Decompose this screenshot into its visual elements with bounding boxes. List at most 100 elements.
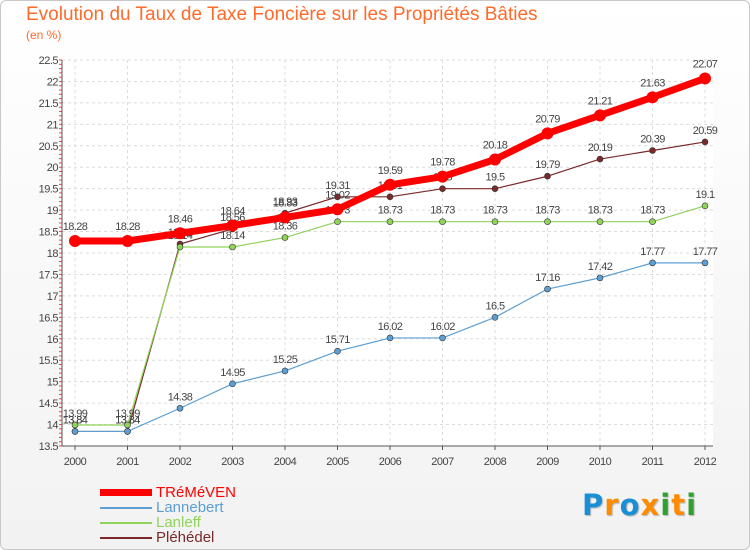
data-point-lanleff xyxy=(544,218,551,225)
legend-label-lanleff: Lanleff xyxy=(156,514,201,531)
logo-letter: x xyxy=(640,488,661,522)
y-tick-label: 18 xyxy=(47,248,59,260)
data-point-lannebert xyxy=(439,334,446,342)
y-tick-label: 20.5 xyxy=(39,141,59,153)
y-tick-label: 17 xyxy=(47,291,59,303)
data-label-lannebert: 15.71 xyxy=(325,334,350,346)
data-point-tremeven xyxy=(69,234,81,247)
data-label-lanleff: 18.73 xyxy=(588,205,613,217)
y-tick-label: 14 xyxy=(47,420,59,432)
chart-subtitle: (en %) xyxy=(26,28,62,42)
data-point-lannebert xyxy=(176,404,184,412)
legend-item-plehedel[interactable]: Pléhédel xyxy=(100,529,320,546)
data-label-lanleff: 18.73 xyxy=(483,205,508,217)
data-point-lannebert xyxy=(334,347,341,355)
data-label-lannebert: 16.02 xyxy=(430,321,455,333)
data-label-lanleff: 13.99 xyxy=(63,408,88,420)
logo-letter: P xyxy=(582,488,605,522)
legend-item-lannebert[interactable]: Lannebert xyxy=(100,499,320,516)
data-point-lanleff xyxy=(229,243,236,251)
data-point-tremeven xyxy=(121,234,134,247)
data-label-lanleff: 18.73 xyxy=(430,205,455,217)
data-label-lannebert: 13.84 xyxy=(63,414,88,426)
data-point-lanleff xyxy=(176,243,184,251)
data-label-lannebert: 17.42 xyxy=(588,261,613,273)
data-point-tremeven xyxy=(489,153,501,166)
data-point-lannebert xyxy=(71,428,79,435)
legend-swatch-tremeven xyxy=(100,489,152,496)
data-label-plehedel: 18.93 xyxy=(273,196,298,208)
data-point-lannebert xyxy=(491,314,499,321)
data-label-lannebert: 17.77 xyxy=(640,246,665,258)
y-tick-label: 16 xyxy=(47,334,59,346)
legend-label-lannebert: Lannebert xyxy=(156,499,224,516)
data-point-tremeven xyxy=(384,178,396,191)
x-tick-label: 2009 xyxy=(536,456,559,468)
data-point-lanleff xyxy=(439,218,446,225)
data-label-tremeven: 18.46 xyxy=(168,213,193,225)
data-label-plehedel: 13.84 xyxy=(63,414,88,426)
data-point-plehedel xyxy=(334,193,341,201)
logo-letter: r xyxy=(604,488,620,522)
data-label-lannebert: 15.25 xyxy=(273,354,298,366)
y-tick-label: 16.5 xyxy=(39,312,59,324)
y-tick-label: 15.5 xyxy=(39,355,59,367)
y-tick-label: 22 xyxy=(47,76,59,88)
data-label-lanleff: 18.14 xyxy=(220,230,245,242)
data-label-plehedel: 20.59 xyxy=(693,125,718,137)
legend-item-lanleff[interactable]: Lanleff xyxy=(100,514,320,531)
legend-swatch-lanleff xyxy=(100,522,152,524)
data-point-lannebert xyxy=(386,334,394,342)
data-point-lannebert xyxy=(229,380,236,388)
legend-label-tremeven: TRéMéVEN xyxy=(156,484,237,501)
y-tick-label: 14.5 xyxy=(39,398,59,410)
x-tick-label: 2007 xyxy=(431,456,454,468)
data-label-tremeven: 19.59 xyxy=(378,165,403,177)
x-tick-label: 2002 xyxy=(169,456,192,468)
data-label-tremeven: 18.28 xyxy=(63,221,88,233)
y-tick-label: 20 xyxy=(47,162,59,174)
series-lannebert: 13.84 13.84 14.38 14.95 15.25 15.71 16.02 16.02… xyxy=(63,246,718,435)
data-label-lanleff: 18.73 xyxy=(378,205,403,217)
data-point-lannebert xyxy=(596,274,604,282)
y-tick-label: 15 xyxy=(47,377,59,389)
data-point-plehedel xyxy=(701,138,709,146)
data-label-tremeven: 19.78 xyxy=(430,157,455,169)
y-tick-label: 19.5 xyxy=(39,184,59,196)
data-point-tremeven xyxy=(436,170,449,183)
logo-letter: o xyxy=(619,488,641,522)
chart-title: Evolution du Taux de Taxe Foncière sur l… xyxy=(26,4,538,25)
data-label-plehedel: 19.31 xyxy=(325,180,350,192)
data-point-lanleff xyxy=(491,218,499,225)
data-label-tremeven: 22.07 xyxy=(693,58,718,70)
data-label-tremeven: 20.18 xyxy=(483,140,508,152)
data-label-lannebert: 13.84 xyxy=(115,414,140,426)
proxiti-logo[interactable]: Proxiti xyxy=(582,488,697,522)
legend-swatch-plehedel xyxy=(100,537,152,539)
data-label-lanleff: 18.73 xyxy=(640,205,665,217)
data-point-lannebert xyxy=(649,259,656,267)
data-label-tremeven: 21.21 xyxy=(588,95,613,107)
data-point-lanleff xyxy=(281,234,289,241)
logo-letter: t xyxy=(671,488,687,522)
data-point-lanleff xyxy=(649,218,656,225)
data-label-plehedel: 20.39 xyxy=(640,133,665,145)
data-point-lanleff xyxy=(71,421,79,429)
data-point-tremeven xyxy=(646,91,659,104)
data-point-plehedel xyxy=(439,185,446,192)
data-point-lannebert xyxy=(124,428,131,435)
x-tick-label: 2003 xyxy=(221,456,244,468)
y-tick-label: 21.5 xyxy=(39,98,59,110)
data-point-plehedel xyxy=(386,193,394,201)
data-point-lannebert xyxy=(544,285,551,293)
data-label-lannebert: 17.16 xyxy=(535,272,560,284)
x-tick-label: 2006 xyxy=(379,456,402,468)
data-point-plehedel xyxy=(544,172,551,180)
legend-item-tremeven[interactable]: TRéMéVEN xyxy=(100,484,320,501)
logo-letter: i xyxy=(686,488,698,522)
data-point-lanleff xyxy=(386,218,394,225)
data-label-plehedel: 19.79 xyxy=(535,159,560,171)
data-point-tremeven xyxy=(541,127,554,140)
legend-swatch-lannebert xyxy=(100,507,152,509)
